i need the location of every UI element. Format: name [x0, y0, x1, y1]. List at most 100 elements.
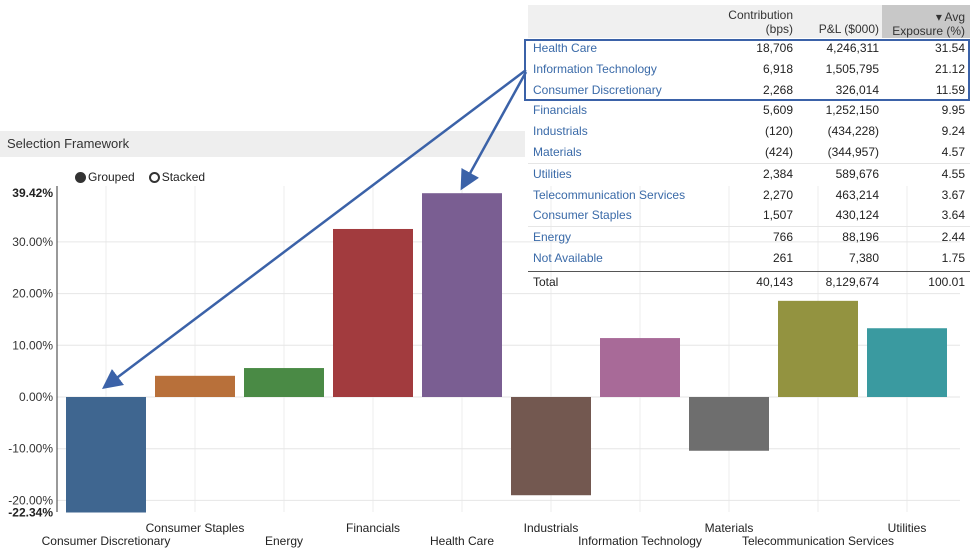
sector-link[interactable]: Consumer Discretionary	[533, 82, 662, 97]
pl-value: 7,380	[848, 250, 879, 265]
header-contribution[interactable]: Contribution (bps)	[728, 8, 793, 36]
pl-value: 1,505,795	[825, 61, 879, 76]
arrow-to-consumer-discretionary	[102, 69, 527, 390]
contribution-value: 2,270	[762, 187, 793, 202]
pl-value: 589,676	[835, 166, 879, 181]
table-row: Energy 766 88,196 2.44	[528, 226, 970, 248]
x-tick-label: Energy	[265, 534, 303, 548]
header-contribution-line1: Contribution	[728, 8, 793, 22]
pl-value: 430,124	[835, 208, 879, 223]
header-pl[interactable]: P&L ($000)	[818, 22, 879, 36]
table-row: Utilities 2,384 589,676 4.55	[528, 162, 970, 185]
stacked-label: Stacked	[161, 170, 206, 184]
bar-financials[interactable]	[333, 228, 413, 397]
grouped-radio[interactable]: Grouped	[75, 170, 135, 184]
header-avg-line1: ▾ Avg	[935, 10, 965, 24]
pl-value: 463,214	[835, 187, 879, 202]
radio-selected-icon	[75, 171, 86, 183]
x-tick-label: Financials	[346, 521, 400, 535]
contribution-value: 5,609	[762, 103, 793, 118]
radio-unselected-icon	[148, 171, 160, 183]
table-row: Telecommunication Services 2,270 463,214…	[528, 185, 970, 206]
y-tick-label: 10.00%	[12, 338, 53, 352]
sector-link[interactable]: Utilities	[533, 166, 572, 181]
exposure-value: 31.54	[934, 41, 965, 55]
contribution-value: 18,706	[756, 41, 793, 55]
contribution-value: 2,268	[762, 82, 793, 97]
sector-link[interactable]: Not Available	[533, 250, 603, 265]
sector-link[interactable]: Financials	[533, 103, 588, 118]
table-total-row: Total 40,143 8,129,674 100.01	[528, 270, 970, 293]
contribution-value: 6,918	[762, 61, 793, 76]
exposure-value: 4.55	[941, 166, 965, 181]
bar-industrials[interactable]	[511, 397, 591, 496]
sector-link[interactable]: Telecommunication Services	[533, 187, 686, 202]
contribution-value: 766	[772, 230, 793, 245]
table-row: Industrials (120) (434,228) 9.24	[528, 121, 970, 142]
pl-value: (434,228)	[827, 124, 879, 139]
bar-energy[interactable]	[244, 368, 324, 397]
exposure-value: 3.67	[941, 187, 965, 202]
sector-link[interactable]: Health Care	[533, 41, 598, 55]
sector-link[interactable]: Energy	[533, 230, 572, 245]
sector-table: Contribution (bps) P&L ($000) ▾ Avg Exposu…	[528, 5, 970, 293]
exposure-value: 2.44	[941, 230, 965, 245]
table-row: Financials 5,609 1,252,150 9.95	[528, 100, 970, 121]
y-tick-label: 30.00%	[12, 235, 53, 249]
exposure-value: 9.95	[941, 103, 965, 118]
exposure-value: 21.12	[934, 61, 965, 76]
sector-link[interactable]: Industrials	[533, 124, 588, 139]
table-header: Contribution (bps) P&L ($000) ▾ Avg Exposu…	[528, 5, 970, 38]
bar-telecommunication-services[interactable]	[778, 300, 858, 397]
bar-health-care[interactable]	[422, 193, 502, 397]
chart-mode-toggle: Grouped Stacked	[75, 170, 205, 184]
pl-value: 8,129,674	[825, 274, 879, 289]
contribution-value: 40,143	[756, 274, 793, 289]
table-row: Information Technology 6,918 1,505,795 2…	[528, 59, 970, 80]
stacked-radio[interactable]: Stacked	[148, 170, 206, 184]
sector-link[interactable]: Information Technology	[533, 61, 657, 76]
x-tick-label: Materials	[705, 521, 754, 535]
exposure-value: 4.57	[941, 144, 965, 159]
arrow-to-health-care	[460, 71, 528, 191]
contribution-value: 261	[772, 250, 793, 265]
pl-value: 326,014	[835, 82, 879, 97]
bar-utilities[interactable]	[867, 328, 947, 397]
bar-information-technology[interactable]	[600, 338, 680, 397]
y-max-label: 39.42%	[12, 186, 53, 200]
x-tick-label: Telecommunication Services	[742, 534, 894, 548]
table-row: Consumer Discretionary 2,268 326,014 11.…	[528, 80, 970, 101]
x-tick-label: Health Care	[430, 534, 494, 548]
table-row: Not Available 261 7,380 1.75	[528, 248, 970, 269]
table-row: Materials (424) (344,957) 4.57	[528, 142, 970, 163]
y-tick-label: -20.00%	[8, 493, 53, 507]
y-tick-label: 0.00%	[19, 390, 53, 404]
y-tick-label: 20.00%	[12, 287, 53, 301]
x-tick-label: Utilities	[888, 521, 927, 535]
header-avg-exposure-sorted[interactable]: ▾ Avg Exposure (%)	[882, 5, 970, 38]
exposure-value: 100.01	[928, 274, 965, 289]
bar-consumer-discretionary[interactable]	[66, 397, 146, 513]
table-row: Consumer Staples 1,507 430,124 3.64	[528, 205, 970, 226]
sector-link[interactable]: Materials	[533, 144, 582, 159]
table-row: Health Care 18,706 4,246,311 31.54	[528, 38, 970, 59]
bar-materials[interactable]	[689, 397, 769, 451]
contribution-value: (120)	[764, 124, 793, 139]
contribution-value: 2,384	[762, 166, 793, 181]
pl-value: 1,252,150	[825, 103, 879, 118]
sector-link[interactable]: Consumer Staples	[533, 208, 632, 223]
pl-value: (344,957)	[827, 144, 879, 159]
highlight-box	[524, 39, 970, 101]
contribution-value: (424)	[764, 144, 793, 159]
pl-value: 4,246,311	[826, 41, 880, 55]
exposure-value: 9.24	[941, 124, 965, 139]
total-label: Total	[533, 274, 559, 289]
y-min-label: -22.34%	[8, 505, 53, 519]
exposure-value: 11.59	[935, 82, 965, 97]
grouped-label: Grouped	[88, 170, 135, 184]
exposure-value: 1.75	[941, 250, 965, 265]
bar-consumer-staples[interactable]	[155, 375, 235, 397]
exposure-value: 3.64	[941, 208, 965, 223]
x-tick-label: Consumer Discretionary	[42, 534, 171, 548]
x-tick-label: Information Technology	[578, 534, 702, 548]
